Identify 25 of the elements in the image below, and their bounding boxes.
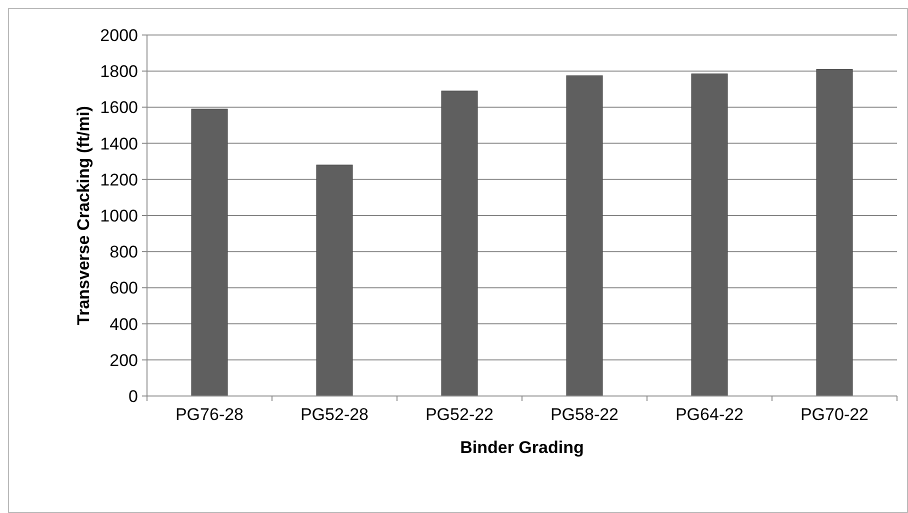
x-tick-label: PG64-22 xyxy=(675,405,744,424)
x-tick-label: PG76-28 xyxy=(175,405,244,424)
y-tick-label: 400 xyxy=(110,314,138,334)
bar xyxy=(191,108,228,396)
x-tick-label: PG70-22 xyxy=(800,405,869,424)
y-tick-label: 200 xyxy=(110,350,138,370)
y-axis-title: Transverse Cracking (ft/mi) xyxy=(74,106,93,326)
x-axis-title: Binder Grading xyxy=(460,438,584,457)
bar xyxy=(566,75,603,396)
x-tick-label: PG52-22 xyxy=(425,405,494,424)
bar xyxy=(816,69,853,396)
bar xyxy=(316,164,353,396)
y-tick-label: 600 xyxy=(110,278,138,298)
y-tick-label: 1000 xyxy=(100,206,138,226)
x-tick-label: PG58-22 xyxy=(550,405,619,424)
x-tick-label: PG52-28 xyxy=(300,405,369,424)
y-tick-label: 1400 xyxy=(100,134,138,154)
y-tick-label: 0 xyxy=(128,386,138,406)
y-tick-label: 2000 xyxy=(100,26,138,45)
y-tick-label: 1200 xyxy=(100,170,138,190)
bar xyxy=(691,74,728,396)
bar xyxy=(441,90,478,396)
y-tick-label: 1800 xyxy=(100,62,138,82)
y-tick-label: 1600 xyxy=(100,98,138,118)
y-tick-label: 800 xyxy=(110,242,138,262)
